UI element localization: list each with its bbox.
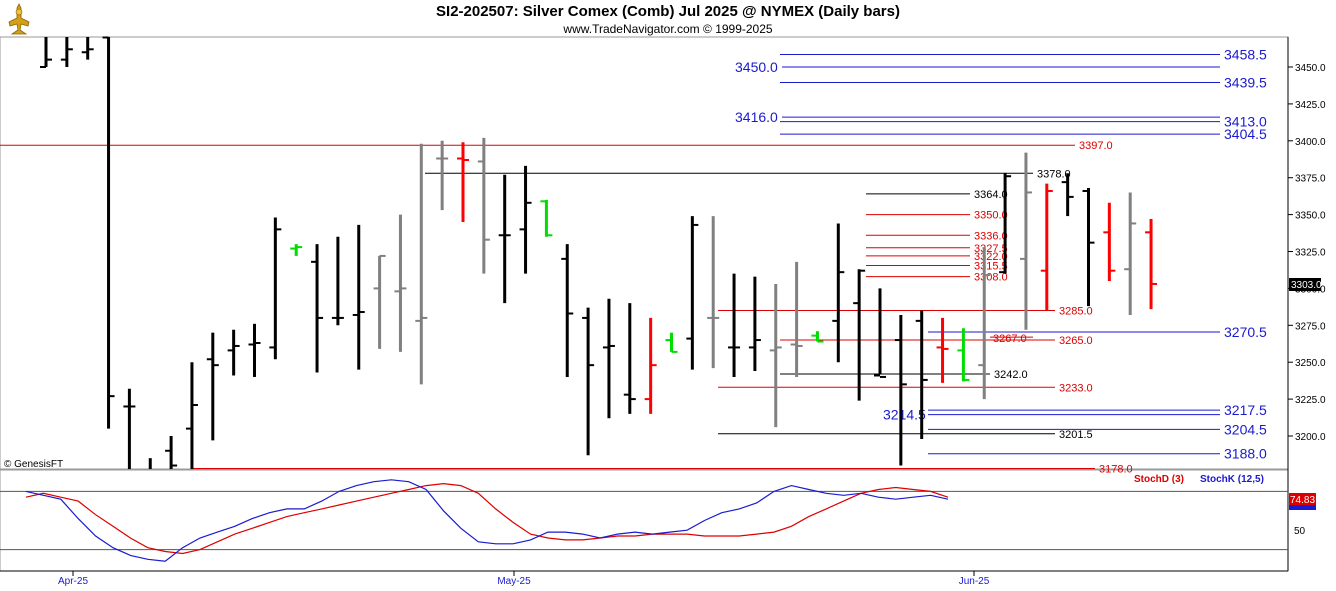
level-label: 3204.5 [1224,421,1267,437]
level-label: 3439.5 [1224,74,1267,90]
level-label: 3214.5 [883,407,926,423]
level-label: 3315.5 [974,261,1008,273]
price-tick-label: 3350.0 [1295,211,1326,222]
trade-navigator-logo-icon [8,3,30,35]
last-price-label: 3303.0 [1291,280,1322,291]
price-tick-label: 3375.0 [1295,174,1326,185]
price-tick-label: 3200.0 [1295,432,1326,443]
stochd-legend: StochD (3) [1134,474,1184,485]
level-label: 3285.0 [1059,306,1093,318]
level-label: 3308.0 [974,272,1008,284]
price-tick-label: 3450.0 [1295,63,1326,74]
level-label: 3416.0 [735,109,778,125]
chart-subtitle: www.TradeNavigator.com © 1999-2025 [563,22,773,36]
stochd-line [25,482,949,555]
price-tick-label: 3275.0 [1295,321,1326,332]
level-label: 3450.0 [735,59,778,75]
price-tick-label: 3250.0 [1295,358,1326,369]
stoch-k-tag [1289,505,1316,510]
level-label: 3178.0 [1099,463,1133,475]
level-label: 3322.0 [974,251,1008,263]
level-label: 3265.0 [1059,335,1093,347]
stoch-tick-50: 50 [1294,526,1306,537]
stochk-line [25,479,949,562]
indicator-panel-frame [0,469,1289,572]
y-axis-strip [1288,37,1336,571]
level-label: 3242.0 [994,369,1028,381]
level-label: 3458.5 [1224,46,1267,62]
level-label: 3397.0 [1079,140,1113,152]
level-label: 3364.0 [974,189,1008,201]
price-tick-label: 3425.0 [1295,100,1326,111]
level-label: 3404.5 [1224,126,1267,142]
level-label: 3336.0 [974,230,1008,242]
level-label: 3378.0 [1037,168,1071,180]
time-tick-label: May-25 [497,576,531,587]
stoch-last-value-tag [1289,493,1316,506]
level-label: 3413.0 [1224,114,1267,130]
price-tick-label: 3400.0 [1295,137,1326,148]
genesis-copyright: © GenesisFT [4,459,63,470]
level-label: 3233.0 [1059,382,1093,394]
level-label: 3327.5 [974,243,1008,255]
time-tick-label: Apr-25 [58,576,88,587]
price-tick-label: 3225.0 [1295,395,1326,406]
chart-title: SI2-202507: Silver Comex (Comb) Jul 2025… [436,3,900,20]
stoch-last-value-label: 74.83 [1290,495,1315,506]
level-label: 3217.5 [1224,402,1267,418]
level-label: 3350.0 [974,210,1008,222]
stochk-legend: StochK (12,5) [1200,474,1264,485]
price-tick-label: 3325.0 [1295,248,1326,259]
last-price-tag [1289,278,1321,291]
level-label: 3270.5 [1224,324,1267,340]
level-label: 3201.5 [1059,429,1093,441]
time-tick-label: Jun-25 [959,576,990,587]
level-label: 3188.0 [1224,446,1267,462]
level-label: 3267.0 [993,333,1027,345]
price-panel-frame [0,36,1289,470]
